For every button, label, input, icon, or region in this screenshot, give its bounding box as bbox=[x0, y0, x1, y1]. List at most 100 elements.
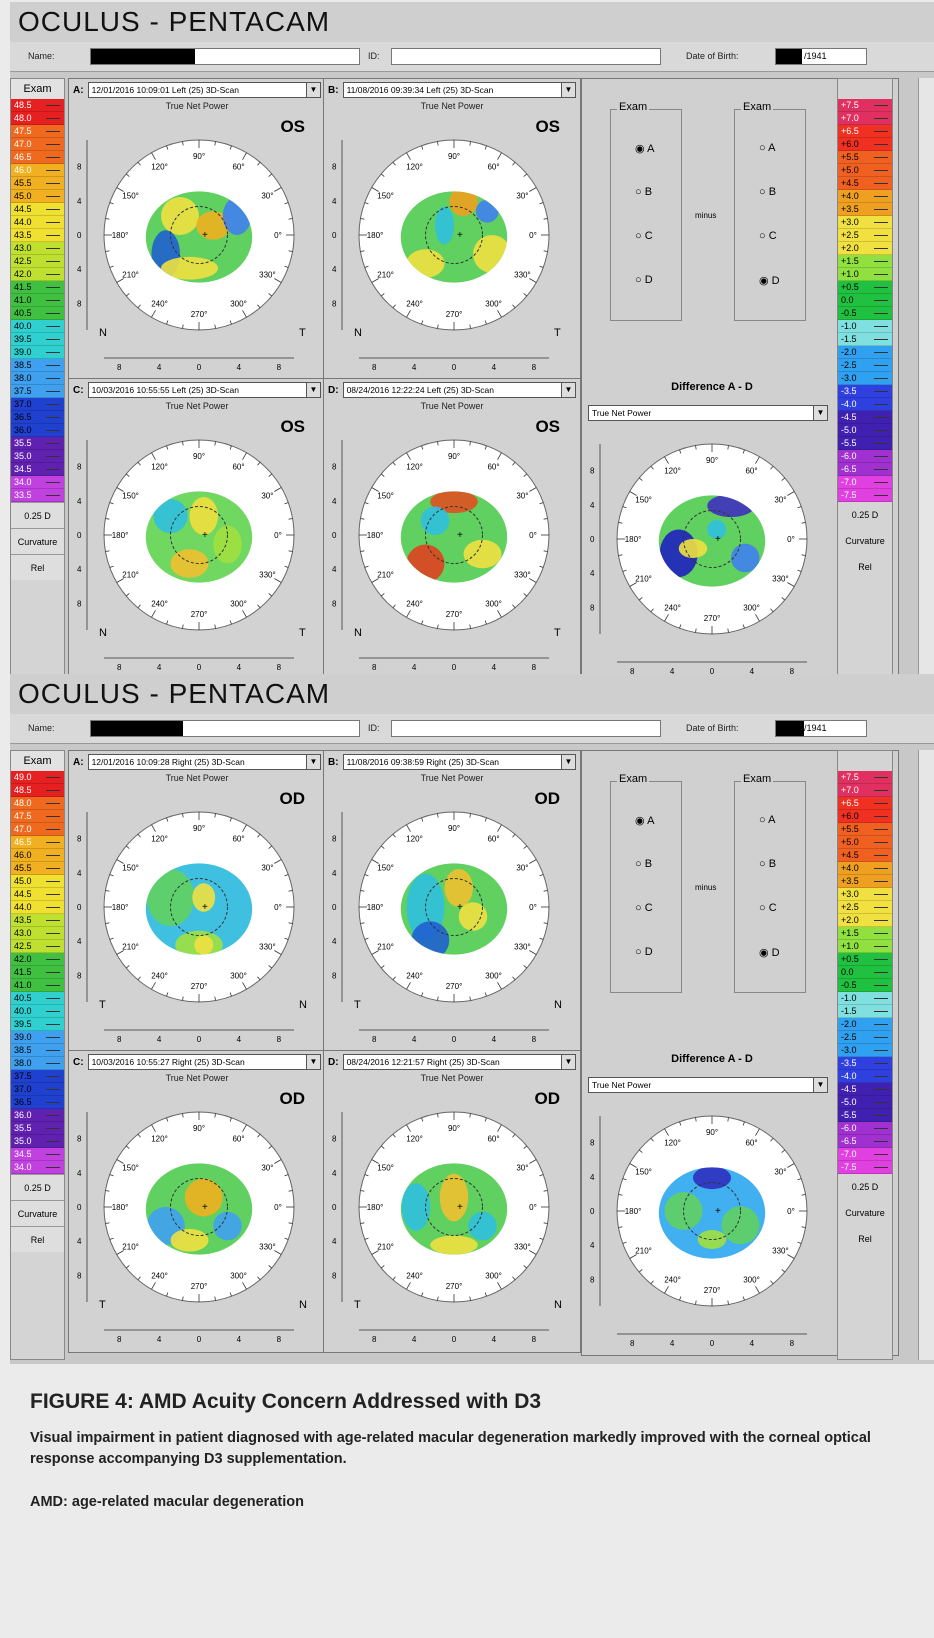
minus-label: minus bbox=[695, 211, 717, 220]
scan-select[interactable]: 10/03/2016 10:55:27 Right (25) 3D-Scan ▼ bbox=[87, 1054, 321, 1070]
angle-tick bbox=[539, 937, 544, 940]
radio-icon[interactable]: ○ bbox=[635, 230, 645, 242]
radio-icon[interactable]: ○ bbox=[759, 902, 769, 914]
scan-select[interactable]: 11/08/2016 09:39:34 Left (25) 3D-Scan ▼ bbox=[342, 82, 576, 98]
dropdown-arrow-icon[interactable]: ▼ bbox=[561, 383, 575, 397]
y-tick-label: 8 bbox=[77, 971, 82, 980]
radio-icon[interactable]: ○ bbox=[759, 186, 769, 198]
angle-label: 210° bbox=[635, 1247, 652, 1256]
scale-step: 35.5 bbox=[11, 437, 64, 450]
radio-icon[interactable]: ○ bbox=[759, 142, 769, 154]
scan-select[interactable]: 10/03/2016 10:55:55 Left (25) 3D-Scan ▼ bbox=[87, 382, 321, 398]
scan-select[interactable]: 08/24/2016 12:22:24 Left (25) 3D-Scan ▼ bbox=[342, 382, 576, 398]
angle-tick bbox=[125, 473, 130, 477]
radio-icon[interactable]: ○ bbox=[635, 902, 645, 914]
scan-select[interactable]: 11/08/2016 09:38:59 Right (25) 3D-Scan ▼ bbox=[342, 754, 576, 770]
dropdown-arrow-icon[interactable]: ▼ bbox=[561, 1055, 575, 1069]
scale-mode[interactable]: Curvature bbox=[845, 536, 885, 546]
angle-tick bbox=[469, 324, 471, 329]
angle-tick bbox=[801, 1226, 806, 1228]
scan-select[interactable]: 12/01/2016 10:09:28 Right (25) 3D-Scan ▼ bbox=[87, 754, 321, 770]
radio-exam-b[interactable]: ○ B bbox=[635, 186, 652, 198]
radio-icon[interactable]: ○ bbox=[635, 858, 645, 870]
angle-label: 150° bbox=[377, 192, 394, 201]
scale-mode[interactable]: Curvature bbox=[11, 528, 64, 554]
angle-tick bbox=[125, 965, 130, 969]
radio-exam-c[interactable]: ○ C bbox=[635, 902, 653, 914]
radio-icon[interactable]: ◉ bbox=[759, 947, 772, 959]
angle-tick bbox=[512, 461, 516, 466]
difference-map-select[interactable]: True Net Power ▼ bbox=[588, 1077, 828, 1093]
radio-exam-b[interactable]: ○ B bbox=[759, 858, 776, 870]
id-field[interactable] bbox=[391, 720, 661, 737]
angle-tick bbox=[781, 477, 786, 481]
radio-icon[interactable]: ○ bbox=[635, 274, 645, 286]
radio-exam-a[interactable]: ○ A bbox=[759, 814, 775, 826]
angle-tick bbox=[288, 218, 293, 220]
angle-tick bbox=[364, 202, 369, 205]
radio-exam-a[interactable]: ◉ A bbox=[635, 814, 654, 827]
vertical-scrollbar[interactable] bbox=[918, 750, 934, 1360]
scale-rel-button[interactable]: Rel bbox=[11, 1226, 64, 1252]
angle-tick bbox=[380, 965, 385, 969]
angle-tick bbox=[638, 597, 643, 601]
scan-select[interactable]: 12/01/2016 10:09:01 Left (25) 3D-Scan ▼ bbox=[87, 82, 321, 98]
radio-icon[interactable]: ◉ bbox=[759, 275, 772, 287]
scale-rel-button[interactable]: Rel bbox=[11, 554, 64, 580]
radio-icon[interactable]: ○ bbox=[635, 946, 645, 958]
angle-tick bbox=[406, 824, 411, 832]
scale-mode[interactable]: Curvature bbox=[11, 1200, 64, 1226]
angle-tick bbox=[529, 859, 537, 864]
dropdown-arrow-icon[interactable]: ▼ bbox=[561, 83, 575, 97]
angle-label: 60° bbox=[232, 463, 244, 472]
radio-exam-d[interactable]: ◉ D bbox=[759, 946, 780, 959]
angle-tick bbox=[797, 569, 802, 572]
radio-exam-a[interactable]: ○ A bbox=[759, 142, 775, 154]
y-tick-label: 8 bbox=[77, 463, 82, 472]
id-field[interactable] bbox=[391, 48, 661, 65]
dropdown-arrow-icon[interactable]: ▼ bbox=[561, 755, 575, 769]
angle-tick bbox=[151, 824, 156, 832]
x-tick-label: 4 bbox=[492, 663, 497, 672]
scale-mode[interactable]: Curvature bbox=[845, 1208, 885, 1218]
radio-exam-d[interactable]: ○ D bbox=[635, 946, 653, 958]
radio-exam-a[interactable]: ◉ A bbox=[635, 142, 654, 155]
radio-exam-b[interactable]: ○ B bbox=[759, 186, 776, 198]
dropdown-arrow-icon[interactable]: ▼ bbox=[813, 1078, 827, 1092]
diff-scale-step: +2.0 bbox=[838, 914, 892, 927]
radio-exam-b[interactable]: ○ B bbox=[635, 858, 652, 870]
radio-icon[interactable]: ○ bbox=[759, 814, 769, 826]
scale-rel-button[interactable]: Rel bbox=[858, 562, 872, 572]
name-field[interactable] bbox=[90, 48, 360, 65]
dob-field[interactable]: /1941 bbox=[775, 720, 867, 737]
difference-map-select[interactable]: True Net Power ▼ bbox=[588, 405, 828, 421]
scale-rel-button[interactable]: Rel bbox=[858, 1234, 872, 1244]
radio-exam-d[interactable]: ◉ D bbox=[759, 274, 780, 287]
radio-icon[interactable]: ○ bbox=[759, 858, 769, 870]
radio-icon[interactable]: ○ bbox=[759, 230, 769, 242]
center-marker: + bbox=[457, 1202, 463, 1213]
angle-label: 270° bbox=[446, 610, 463, 619]
x-tick-label: 8 bbox=[790, 1339, 795, 1348]
radio-exam-c[interactable]: ○ C bbox=[759, 230, 777, 242]
dropdown-arrow-icon[interactable]: ▼ bbox=[813, 406, 827, 420]
dropdown-arrow-icon[interactable]: ▼ bbox=[306, 1055, 320, 1069]
dropdown-arrow-icon[interactable]: ▼ bbox=[306, 83, 320, 97]
name-field[interactable] bbox=[90, 720, 360, 737]
radio-icon[interactable]: ◉ bbox=[635, 815, 648, 827]
dob-field[interactable]: /1941 bbox=[775, 48, 867, 65]
dropdown-arrow-icon[interactable]: ▼ bbox=[306, 755, 320, 769]
radio-label: A bbox=[647, 143, 655, 155]
scale-step: 45.0 bbox=[11, 875, 64, 888]
radio-exam-c[interactable]: ○ C bbox=[759, 902, 777, 914]
scan-select[interactable]: 08/24/2016 12:21:57 Right (25) 3D-Scan ▼ bbox=[342, 1054, 576, 1070]
vertical-scrollbar[interactable] bbox=[918, 78, 934, 688]
radio-exam-c[interactable]: ○ C bbox=[635, 230, 653, 242]
radio-icon[interactable]: ◉ bbox=[635, 143, 648, 155]
radio-exam-d[interactable]: ○ D bbox=[635, 274, 653, 286]
dropdown-arrow-icon[interactable]: ▼ bbox=[306, 383, 320, 397]
y-tick-label: 4 bbox=[332, 869, 337, 878]
scale-step: 48.0 bbox=[11, 112, 64, 125]
radio-icon[interactable]: ○ bbox=[635, 186, 645, 198]
angle-label: 120° bbox=[151, 1135, 168, 1144]
